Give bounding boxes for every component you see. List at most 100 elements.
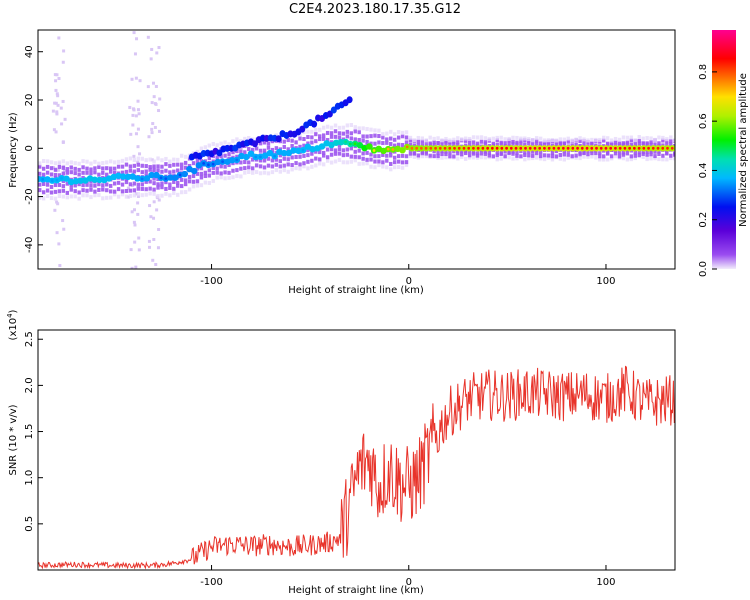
spectrogram-halo-cell	[160, 181, 164, 186]
spectrogram-halo-cell	[298, 166, 302, 171]
spectrogram-speckle	[57, 36, 61, 40]
spectrogram-halo-cell	[144, 187, 148, 192]
spectrogram-halo-cell	[112, 189, 117, 194]
spectrogram-halo-cell	[523, 136, 527, 141]
spectrogram-speckle	[136, 108, 140, 112]
spectrogram-halo-cell	[89, 171, 93, 176]
spectrogram-halo-cell	[306, 159, 310, 164]
spectrogram-speckle	[132, 220, 136, 224]
spectrogram-halo-cell	[605, 150, 610, 155]
spectrogram-halo-cell	[41, 181, 46, 186]
spectrogram-halo-cell	[566, 152, 570, 157]
spectrogram-ridge-cell	[143, 175, 151, 182]
spectrogram-speckle	[146, 35, 150, 39]
bottom-y-ticks: 0.5 1.0 1.5 2.0 2.5	[24, 331, 43, 532]
spectrogram-halo-cell	[140, 186, 144, 191]
spectrogram-halo-cell	[511, 156, 515, 161]
spectrogram-ridge-core	[543, 146, 546, 150]
spectrogram-halo-cell	[673, 138, 675, 143]
spectrogram-speckle	[134, 76, 138, 80]
spectrogram-speckle	[54, 79, 58, 83]
spectrogram-halo-cell	[243, 150, 247, 155]
spectrogram-halo-cell	[467, 155, 472, 160]
spectrogram-halo-cell	[77, 182, 81, 187]
spectrogram-halo-cell	[404, 135, 409, 140]
spectrogram-halo-cell	[519, 138, 523, 143]
spectrogram-halo-cell	[503, 149, 507, 154]
spectrogram-halo-cell	[77, 196, 81, 201]
spectrogram-halo-cell	[550, 154, 555, 159]
bottom-y-axis-label: SNR (10 * v/v)	[8, 404, 19, 475]
spectrogram-speckle	[62, 169, 66, 173]
spectrogram-halo-cell	[274, 168, 279, 173]
spectrogram-halo-cell	[487, 150, 492, 155]
spectrogram-halo-cell	[463, 156, 468, 161]
spectrogram-halo-cell	[172, 190, 176, 195]
spectrogram-ridge-core	[661, 146, 665, 150]
spectrogram-halo-cell	[605, 141, 610, 146]
spectrogram-speckle	[148, 204, 152, 208]
spectrogram-halo-cell	[325, 155, 330, 160]
spectrogram-halo-cell	[227, 156, 231, 161]
spectrogram-halo-cell	[77, 190, 81, 195]
spectrogram-halo-cell	[160, 169, 164, 174]
spectrogram-halo-cell	[373, 165, 377, 170]
spectrogram-halo-cell	[321, 153, 326, 158]
spectrogram-halo-cell	[57, 182, 62, 187]
spectrogram-speckle	[136, 201, 140, 205]
spectrogram-speckle	[59, 106, 63, 110]
spectrogram-halo-cell	[81, 193, 85, 198]
spectrogram-ridge-core	[301, 148, 305, 152]
spectrogram-halo-cell	[385, 137, 389, 142]
spectrogram-speckle	[131, 107, 135, 111]
spectrogram-speckle	[151, 81, 155, 85]
spectrogram-halo-cell	[369, 127, 373, 132]
spectrogram-halo-cell	[235, 173, 239, 178]
spectrogram-halo-cell	[546, 138, 551, 143]
spectrogram-halo-cell	[144, 169, 148, 174]
spectrogram-halo-cell	[499, 140, 503, 145]
spectrogram-halo-cell	[428, 153, 432, 158]
spectrogram-halo-cell	[471, 150, 476, 155]
spectrogram-halo-cell	[456, 156, 460, 161]
spectrogram-halo-cell	[310, 135, 314, 140]
spectrogram-halo-cell	[108, 195, 113, 200]
spectrogram-speckle	[54, 88, 58, 92]
spectrogram-speckle	[150, 131, 154, 135]
spectrogram-halo-cell	[93, 159, 97, 164]
spectrogram-speckle	[130, 210, 134, 214]
spectrogram-halo-cell	[318, 150, 322, 155]
spectrogram-speckle	[155, 51, 159, 55]
spectrogram-halo-cell	[471, 155, 476, 160]
spectrogram-halo-cell	[515, 156, 519, 161]
spectrogram-halo-cell	[215, 166, 219, 171]
spectrogram-halo-cell	[148, 191, 152, 196]
spectrogram-ridge-cell	[124, 173, 132, 181]
spectrogram-halo-cell	[373, 141, 377, 146]
spectrogram-halo-cell	[219, 175, 223, 180]
spectrogram-ridge-core	[580, 146, 584, 150]
spectrogram-halo-cell	[353, 137, 357, 142]
spectrogram-halo-cell	[176, 168, 180, 173]
spectrogram-halo-cell	[152, 176, 156, 181]
spectrogram-ridge-core	[599, 146, 603, 150]
spectrogram-halo-cell	[665, 151, 669, 156]
spectrogram-ridge-cell	[167, 174, 174, 181]
spectrogram-halo-cell	[653, 137, 657, 142]
spectrogram-halo-cell	[602, 154, 606, 159]
spectrogram-halo-cell	[381, 132, 385, 137]
spectrogram-halo-cell	[69, 183, 73, 188]
spectrogram-halo-cell	[318, 157, 322, 162]
spectrogram-halo-cell	[511, 151, 515, 156]
spectrogram-ridge-cell	[214, 158, 222, 166]
spectrogram-halo-cell	[542, 157, 547, 162]
spectrogram-ridge-core	[490, 146, 494, 150]
spectrogram-speckle	[55, 112, 59, 116]
spectrogram-halo-cell	[471, 140, 476, 145]
spectrogram-halo-cell	[349, 146, 353, 151]
spectrogram-halo-cell	[531, 149, 535, 154]
spectrogram-halo-cell	[85, 182, 89, 187]
spectrogram-halo-cell	[385, 165, 389, 170]
top-x-tick-label: 0	[406, 276, 412, 287]
spectrogram-speckle	[56, 103, 60, 107]
